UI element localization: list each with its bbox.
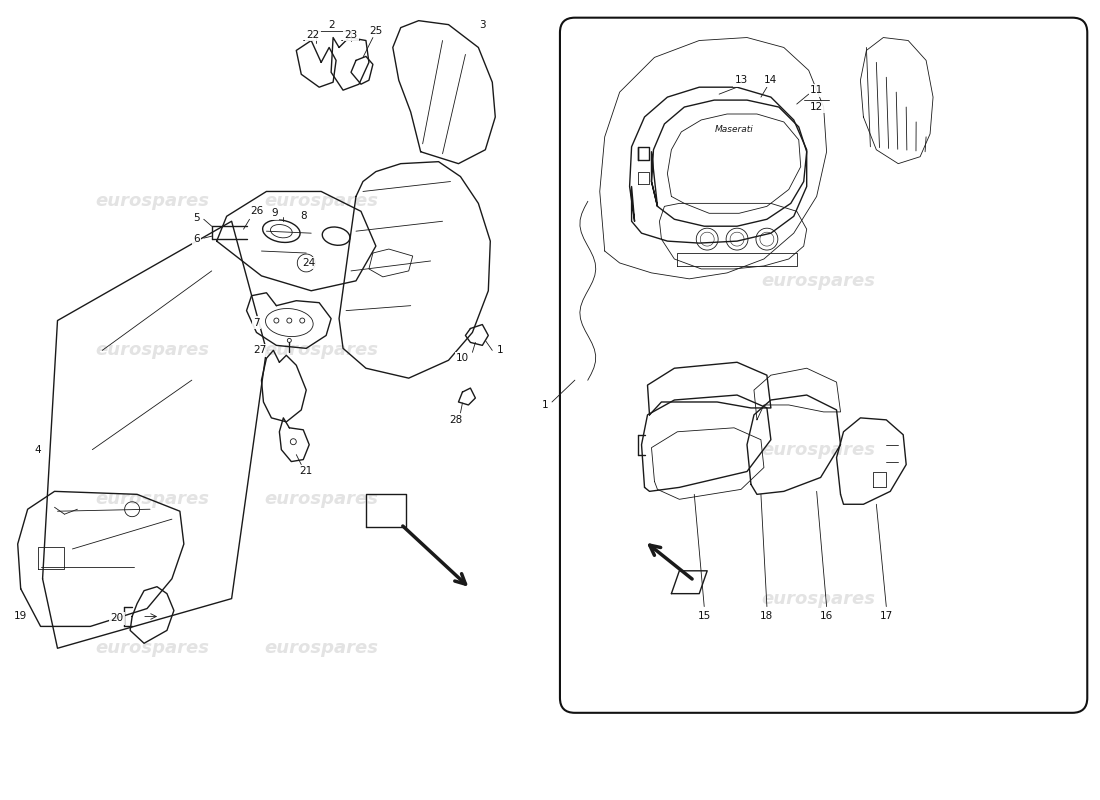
- Text: 23: 23: [344, 30, 358, 39]
- Text: 17: 17: [880, 611, 893, 622]
- Text: eurospares: eurospares: [891, 242, 1005, 260]
- Text: Maserati: Maserati: [715, 126, 754, 134]
- Text: 7: 7: [253, 318, 260, 327]
- FancyBboxPatch shape: [560, 18, 1087, 713]
- Text: 27: 27: [253, 346, 266, 355]
- Text: 11: 11: [810, 85, 823, 95]
- Text: 2: 2: [328, 20, 334, 30]
- Text: 5: 5: [194, 214, 200, 223]
- Text: eurospares: eurospares: [891, 441, 1005, 458]
- Text: eurospares: eurospares: [692, 242, 806, 260]
- Text: 12: 12: [810, 102, 823, 112]
- Text: eurospares: eurospares: [761, 590, 876, 608]
- Text: eurospares: eurospares: [891, 590, 1005, 608]
- Text: 4: 4: [34, 445, 41, 454]
- Text: 16: 16: [820, 611, 833, 622]
- Text: eurospares: eurospares: [95, 639, 209, 658]
- Text: 1: 1: [497, 346, 504, 355]
- Text: 25: 25: [370, 26, 383, 35]
- Text: eurospares: eurospares: [761, 272, 876, 290]
- Text: 26: 26: [250, 206, 263, 216]
- Text: 18: 18: [760, 611, 773, 622]
- Text: eurospares: eurospares: [95, 490, 209, 508]
- Text: eurospares: eurospares: [264, 342, 378, 359]
- Text: 14: 14: [764, 75, 778, 86]
- Text: 15: 15: [697, 611, 711, 622]
- Text: 20: 20: [111, 614, 124, 623]
- Text: 24: 24: [302, 258, 316, 268]
- Text: eurospares: eurospares: [761, 441, 876, 458]
- Text: 22: 22: [307, 30, 320, 39]
- Text: 21: 21: [299, 466, 312, 477]
- Text: 6: 6: [194, 234, 200, 244]
- Text: 3: 3: [478, 20, 486, 30]
- Text: eurospares: eurospares: [692, 441, 806, 458]
- Text: eurospares: eurospares: [264, 490, 378, 508]
- Text: 10: 10: [455, 354, 469, 363]
- Text: eurospares: eurospares: [692, 590, 806, 608]
- Text: eurospares: eurospares: [264, 192, 378, 210]
- Text: 1: 1: [541, 400, 548, 410]
- Text: 9: 9: [271, 208, 277, 218]
- Text: 19: 19: [14, 611, 28, 622]
- Text: 8: 8: [300, 211, 307, 222]
- Text: eurospares: eurospares: [95, 342, 209, 359]
- Text: eurospares: eurospares: [95, 192, 209, 210]
- Text: 13: 13: [735, 75, 748, 86]
- Text: 28: 28: [449, 415, 462, 425]
- Text: eurospares: eurospares: [264, 639, 378, 658]
